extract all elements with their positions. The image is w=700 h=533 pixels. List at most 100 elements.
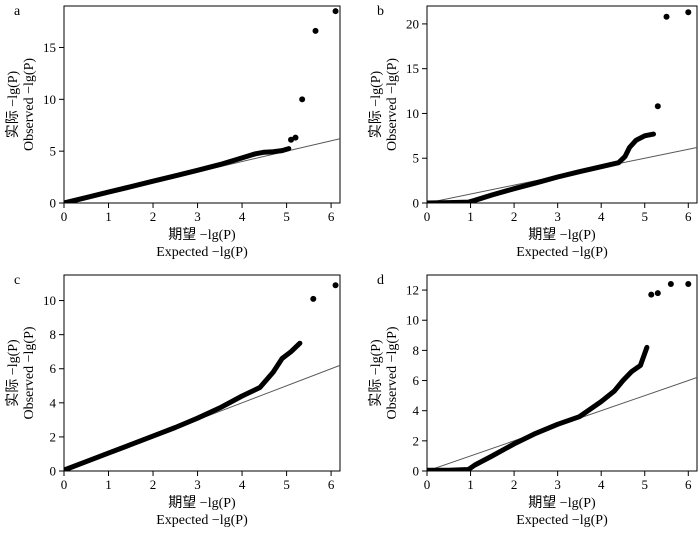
x-axis-label-en: Expected −lg(P) (516, 513, 608, 528)
x-axis-label-cn: 期望 −lg(P) (168, 495, 236, 511)
y-axis-label-cn: 实际 −lg(P) (5, 339, 21, 407)
x-tick-label: 6 (685, 477, 692, 492)
panel-b: b 0 1 2 3 4 5 6 0 5 10 15 20 期望 −lg(P) Expected −lg(P)… (368, 4, 698, 260)
x-tick-label: 3 (194, 209, 201, 224)
y-axis-label-cn: 实际 −lg(P) (5, 70, 21, 138)
x-tick-label: 0 (61, 477, 68, 492)
y-tick-label: 0 (413, 196, 420, 211)
x-tick-label: 4 (598, 209, 605, 224)
x-tick-label: 0 (61, 209, 68, 224)
data-point (685, 9, 692, 16)
x-tick-label: 5 (641, 477, 648, 492)
panel-a: a 0 1 2 3 4 5 6 0 5 10 15 期望 −lg(P) Expected −lg(P) 实际… (5, 4, 341, 260)
x-tick-label: 2 (511, 477, 518, 492)
panel-label: a (14, 4, 21, 19)
x-tick-label: 6 (328, 477, 335, 492)
data-point (663, 13, 670, 20)
x-tick-label: 6 (328, 209, 335, 224)
y-axis-label-cn: 实际 −lg(P) (368, 339, 384, 407)
y-axis-label-en: Observed −lg(P) (22, 326, 37, 419)
x-tick-label: 2 (511, 209, 518, 224)
x-tick-label: 5 (283, 477, 290, 492)
x-tick-label: 3 (194, 477, 201, 492)
y-tick-label: 0 (413, 464, 420, 479)
data-point (667, 281, 674, 288)
y-tick-label: 0 (50, 196, 57, 211)
panel-label: c (14, 273, 20, 288)
x-tick-label: 4 (239, 209, 246, 224)
panel-label: d (377, 273, 384, 288)
y-tick-label: 6 (413, 373, 420, 388)
y-axis-label-en: Observed −lg(P) (22, 58, 37, 151)
x-tick-label: 0 (424, 209, 431, 224)
x-tick-label: 2 (150, 209, 157, 224)
y-tick-label: 10 (43, 293, 56, 308)
observed-points-band (427, 344, 650, 471)
x-tick-label: 3 (554, 209, 561, 224)
data-point (332, 8, 339, 15)
y-tick-label: 4 (50, 395, 57, 410)
x-tick-label: 1 (467, 209, 474, 224)
data-point (299, 96, 306, 103)
data-point (310, 295, 317, 302)
y-tick-label: 4 (413, 403, 420, 418)
y-tick-label: 10 (406, 106, 419, 121)
y-tick-label: 8 (50, 327, 57, 342)
y-axis-label-en: Observed −lg(P) (385, 326, 400, 419)
plot-frame (426, 5, 698, 204)
panel-c: c 0 1 2 3 4 5 6 0 2 4 6 8 10 期望 −lg(P) Expected −lg(P) 实… (5, 273, 341, 528)
x-axis-label-en: Expected −lg(P) (156, 513, 248, 528)
plot-area (64, 282, 340, 471)
x-tick-label: 2 (150, 477, 157, 492)
y-tick-label: 10 (43, 92, 56, 107)
data-point (685, 281, 692, 288)
y-tick-label: 10 (406, 313, 419, 328)
y-tick-label: 12 (406, 283, 419, 298)
y-tick-label: 15 (406, 61, 419, 76)
observed-points-band (64, 340, 303, 471)
x-tick-label: 6 (685, 209, 692, 224)
plot-area (64, 8, 340, 203)
y-tick-label: 20 (406, 16, 419, 31)
plot-frame (63, 274, 341, 472)
x-axis-label-en: Expected −lg(P) (516, 245, 608, 260)
y-tick-label: 15 (43, 40, 56, 55)
observed-points-band (64, 146, 292, 203)
data-point (654, 103, 661, 110)
x-tick-label: 1 (467, 477, 474, 492)
plot-area (427, 281, 697, 471)
x-axis-label-en: Expected −lg(P) (156, 245, 248, 260)
x-tick-label: 4 (239, 477, 246, 492)
y-tick-label: 5 (413, 151, 420, 166)
data-point (654, 290, 661, 297)
plot-frame (63, 5, 341, 204)
y-tick-label: 2 (413, 433, 420, 448)
x-tick-label: 0 (424, 477, 431, 492)
x-tick-label: 4 (598, 477, 605, 492)
x-tick-label: 3 (554, 477, 561, 492)
y-axis-label-en: Observed −lg(P) (385, 58, 400, 151)
y-tick-label: 0 (50, 464, 57, 479)
x-axis-label-cn: 期望 −lg(P) (528, 495, 596, 511)
y-tick-label: 6 (50, 361, 57, 376)
x-axis-label-cn: 期望 −lg(P) (528, 227, 596, 243)
data-point (312, 27, 319, 34)
x-tick-label: 5 (283, 209, 290, 224)
data-point (292, 134, 299, 141)
x-tick-label: 5 (641, 209, 648, 224)
y-tick-label: 5 (50, 144, 57, 159)
plot-frame (426, 274, 698, 472)
y-axis-label-cn: 实际 −lg(P) (368, 70, 384, 138)
data-point (288, 136, 295, 143)
x-tick-label: 1 (105, 477, 112, 492)
panel-label: b (377, 4, 384, 19)
y-tick-label: 2 (50, 429, 57, 444)
x-tick-label: 1 (105, 209, 112, 224)
plot-area (427, 9, 697, 203)
data-point (648, 291, 655, 298)
data-point (332, 282, 339, 289)
observed-points-band (427, 131, 656, 203)
y-tick-label: 8 (413, 343, 420, 358)
